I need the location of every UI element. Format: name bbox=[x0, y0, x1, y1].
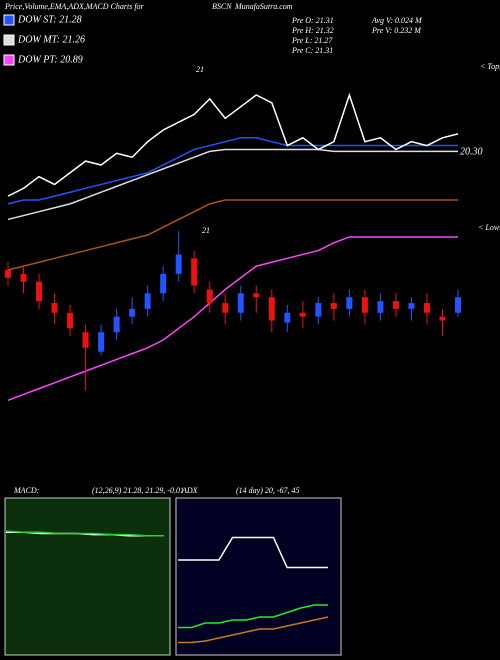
candle-body bbox=[284, 312, 291, 323]
candle-body bbox=[346, 297, 353, 309]
candle-body bbox=[361, 297, 368, 313]
info: Pre C: 21.31 bbox=[291, 46, 333, 55]
info: Pre H: 21.32 bbox=[291, 26, 334, 35]
candle-body bbox=[51, 303, 58, 313]
legend-swatch bbox=[3, 14, 15, 26]
macd-title: MACD: bbox=[13, 486, 40, 495]
candle-body bbox=[36, 281, 43, 302]
candle-body bbox=[160, 273, 167, 294]
macd-subtitle: (12,26,9) 21.28, 21.29, -0.01 bbox=[92, 486, 184, 495]
candle-body bbox=[237, 293, 244, 313]
legend-swatch bbox=[3, 54, 15, 66]
candle-body bbox=[191, 258, 198, 286]
info: Avg V: 0.024 M bbox=[371, 16, 423, 25]
adx-subtitle: (14 day) 20, -67, 45 bbox=[236, 486, 300, 495]
candle-body bbox=[222, 303, 229, 313]
indicator-line bbox=[7, 148, 458, 221]
indicator-line bbox=[7, 236, 458, 401]
candle-body bbox=[129, 308, 136, 317]
candle-body bbox=[175, 254, 182, 274]
indicator-line bbox=[178, 616, 329, 644]
legend-entry: DOW ST: 21.28 bbox=[17, 14, 82, 25]
indicator-line bbox=[7, 137, 458, 205]
info: Pre L: 21.27 bbox=[291, 36, 333, 45]
adx-panel bbox=[175, 497, 342, 656]
indicator-line bbox=[7, 199, 458, 271]
adx-title: ADX bbox=[181, 486, 199, 495]
info: Pre V: 0.232 M bbox=[371, 26, 422, 35]
indicator-line bbox=[178, 604, 328, 629]
candle-body bbox=[98, 332, 105, 352]
candle-body bbox=[5, 270, 11, 278]
annotation: 21 bbox=[202, 226, 210, 235]
symbol: BSCN bbox=[212, 2, 232, 11]
annotation: 21 bbox=[196, 65, 204, 74]
candle-body bbox=[439, 316, 446, 321]
legend-entry: DOW MT: 21.26 bbox=[17, 34, 85, 45]
indicator-line bbox=[5, 530, 164, 537]
candle-body bbox=[423, 303, 430, 313]
indicator-line bbox=[178, 536, 328, 569]
candle-body bbox=[299, 312, 306, 317]
chart-title: Price,Volume,EMA,ADX,MACD Charts for bbox=[4, 2, 145, 11]
candle-body bbox=[206, 289, 213, 304]
candle-body bbox=[377, 301, 384, 313]
candle-body bbox=[392, 301, 399, 309]
annotation: < Lows bbox=[478, 223, 500, 232]
candle-body bbox=[455, 297, 461, 313]
candle-body bbox=[144, 293, 151, 309]
indicator-line bbox=[7, 92, 459, 197]
candle-body bbox=[113, 316, 120, 333]
candle-body bbox=[315, 303, 322, 317]
macd-panel bbox=[4, 497, 171, 656]
candle-body bbox=[408, 303, 415, 309]
site: MunafaSutra.com bbox=[234, 2, 293, 11]
candle-body bbox=[268, 297, 275, 321]
candle-body bbox=[20, 273, 27, 282]
candle-body bbox=[67, 312, 74, 329]
legend-entry: DOW PT: 20.89 bbox=[17, 54, 83, 65]
legend-swatch bbox=[3, 34, 15, 46]
price-label: 20.30 bbox=[460, 146, 483, 157]
annotation: < Tops bbox=[480, 62, 500, 71]
candle-body bbox=[82, 332, 89, 348]
candle-body bbox=[330, 303, 337, 309]
info: Pre O: 21.31 bbox=[291, 16, 334, 25]
candle-body bbox=[253, 293, 260, 298]
